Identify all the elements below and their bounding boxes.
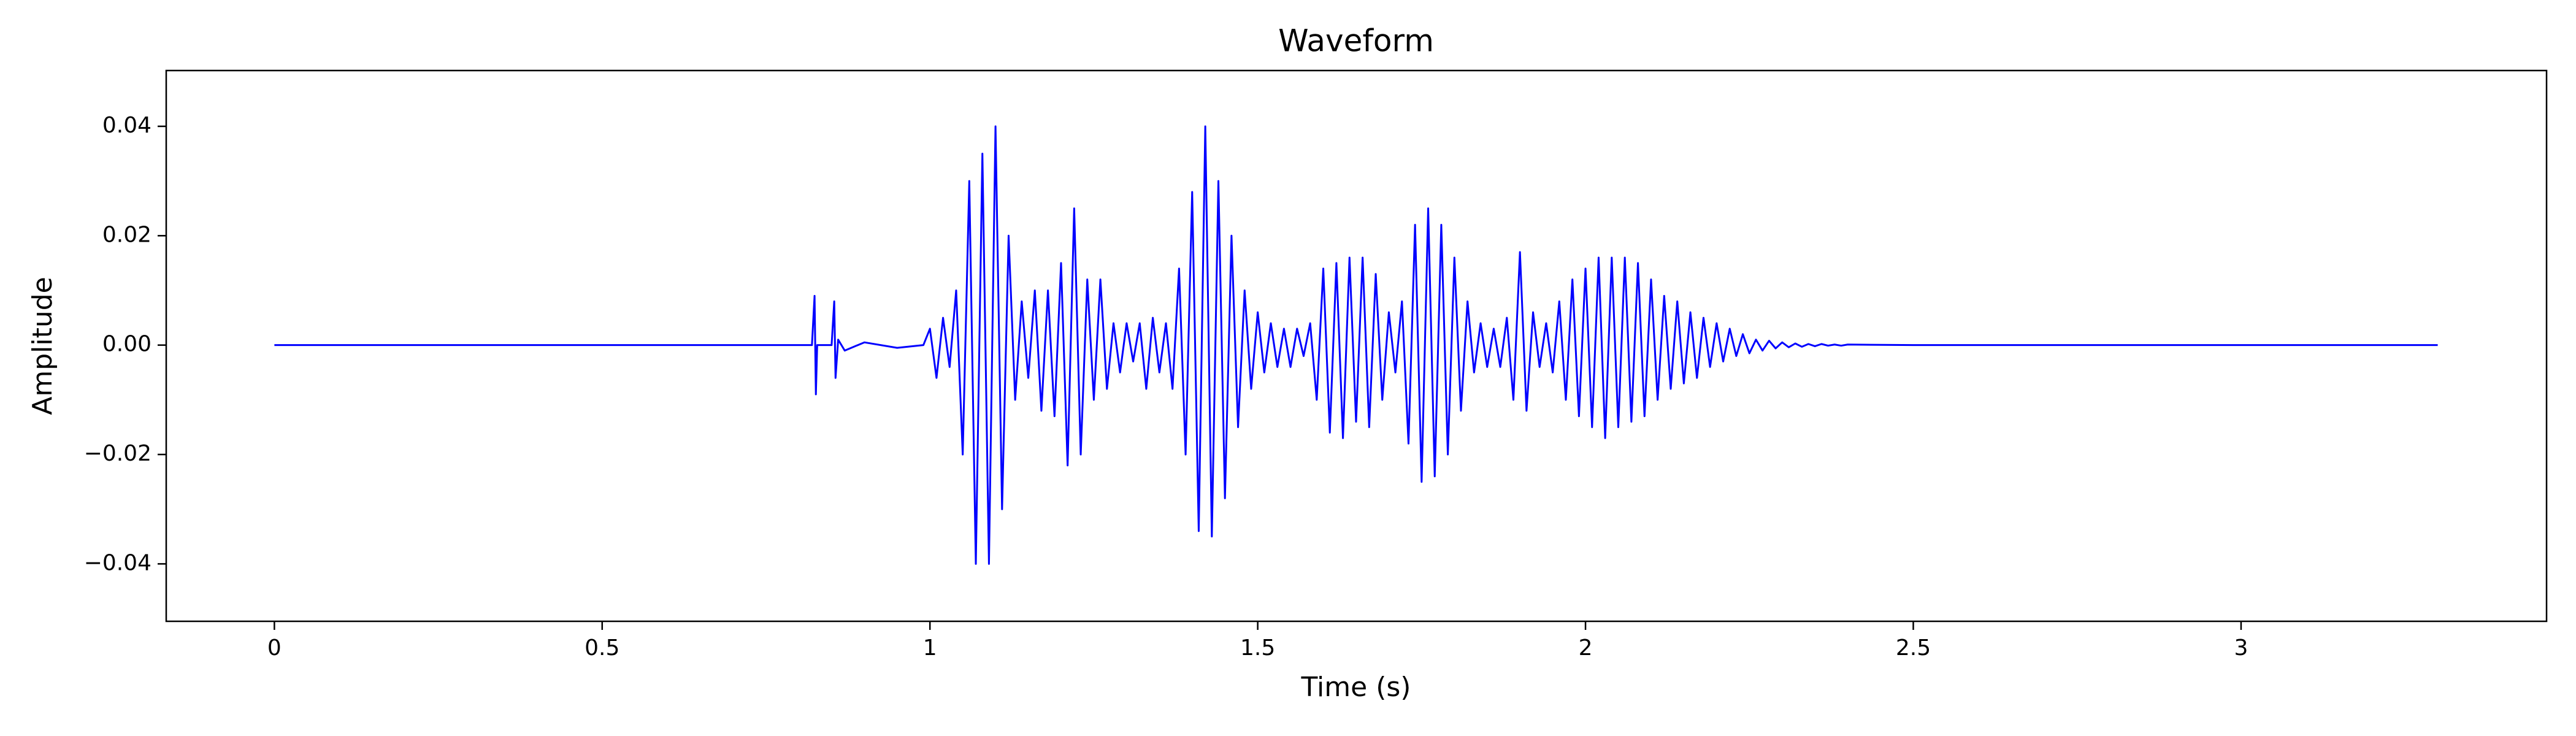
x-tick-label: 1	[923, 635, 937, 661]
y-tick-label: −0.04	[84, 550, 151, 575]
y-tick-label: 0.02	[102, 222, 151, 247]
y-tick-label: 0.04	[102, 113, 151, 138]
y-tick-label: 0.00	[102, 332, 151, 357]
plot-frame	[165, 69, 2548, 623]
y-tick-label: −0.02	[84, 441, 151, 466]
x-axis-label: Time (s)	[1301, 672, 1411, 703]
chart-title: Waveform	[1278, 23, 1434, 59]
x-tick-label: 2.5	[1896, 635, 1931, 661]
x-tick-label: 0.5	[585, 635, 619, 661]
x-tick-label: 2	[1579, 635, 1593, 661]
x-tick-label: 0	[267, 635, 282, 661]
x-tick-label: 3	[2234, 635, 2248, 661]
waveform-line	[274, 125, 2438, 565]
x-tick-label: 1.5	[1240, 635, 1275, 661]
y-axis-label: Amplitude	[27, 277, 58, 415]
